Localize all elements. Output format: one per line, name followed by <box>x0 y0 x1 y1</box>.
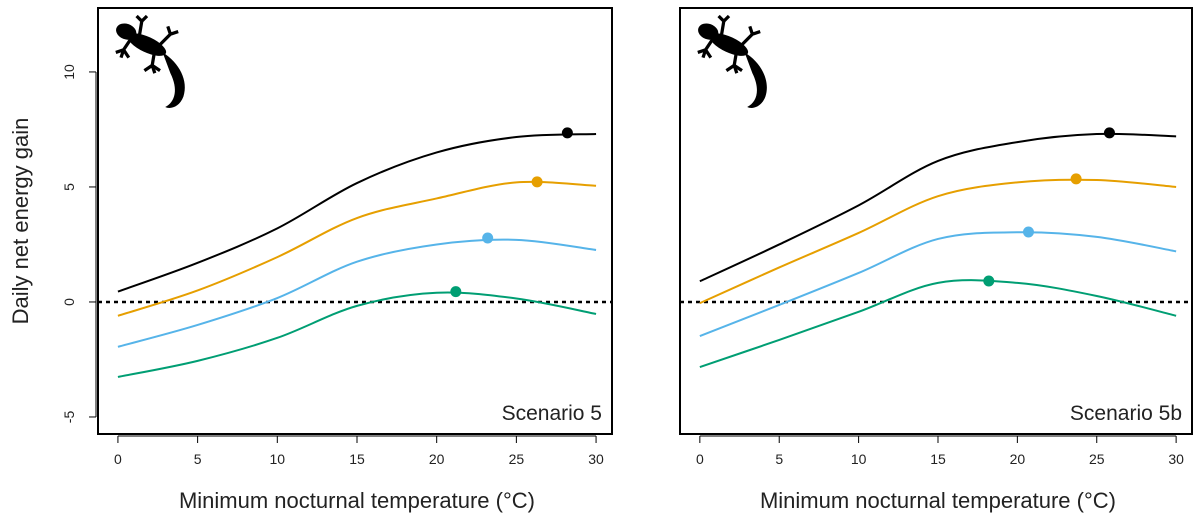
series-line <box>699 279 1177 369</box>
gecko-icon <box>112 14 187 110</box>
peak-point <box>1103 127 1115 139</box>
plot-frame <box>679 7 1193 435</box>
plot-frame <box>97 7 613 435</box>
x-axis-title: Minimum nocturnal temperature (°C) <box>760 488 1116 513</box>
x-tick-label: 20 <box>1010 451 1026 467</box>
peak-point <box>1070 173 1082 185</box>
series-line <box>699 132 1177 283</box>
x-tick-label: 30 <box>1168 451 1184 467</box>
series-line <box>117 133 597 293</box>
x-tick-label: 0 <box>114 451 122 467</box>
x-tick-label: 5 <box>194 451 202 467</box>
series-line <box>117 180 597 317</box>
peak-point <box>450 286 462 298</box>
series-line <box>699 231 1177 337</box>
peak-point <box>983 275 995 287</box>
y-axis-title: Daily net energy gain <box>8 118 33 325</box>
x-tick-label: 5 <box>775 451 783 467</box>
x-tick-label: 25 <box>509 451 525 467</box>
x-tick-label: 20 <box>429 451 445 467</box>
x-tick-label: 30 <box>588 451 604 467</box>
y-tick-label: 0 <box>61 298 77 306</box>
y-tick-label: 10 <box>61 64 77 80</box>
gecko-icon <box>694 14 769 110</box>
annotation: Scenario 5b <box>1070 402 1182 425</box>
x-tick-label: 25 <box>1089 451 1105 467</box>
y-tick-label: 5 <box>61 183 77 191</box>
series-line <box>117 291 597 378</box>
series-line <box>117 238 597 348</box>
x-tick-label: 15 <box>349 451 365 467</box>
x-axis-title: Minimum nocturnal temperature (°C) <box>179 488 535 513</box>
peak-point <box>1022 226 1034 238</box>
peak-point <box>561 127 573 139</box>
x-tick-label: 15 <box>930 451 946 467</box>
x-tick-label: 10 <box>270 451 286 467</box>
peak-point <box>482 232 494 244</box>
annotation: Scenario 5 <box>502 402 602 425</box>
x-tick-label: 0 <box>696 451 704 467</box>
peak-point <box>531 176 543 188</box>
x-tick-label: 10 <box>851 451 867 467</box>
series-line <box>699 178 1177 305</box>
y-tick-label: -5 <box>61 411 77 424</box>
